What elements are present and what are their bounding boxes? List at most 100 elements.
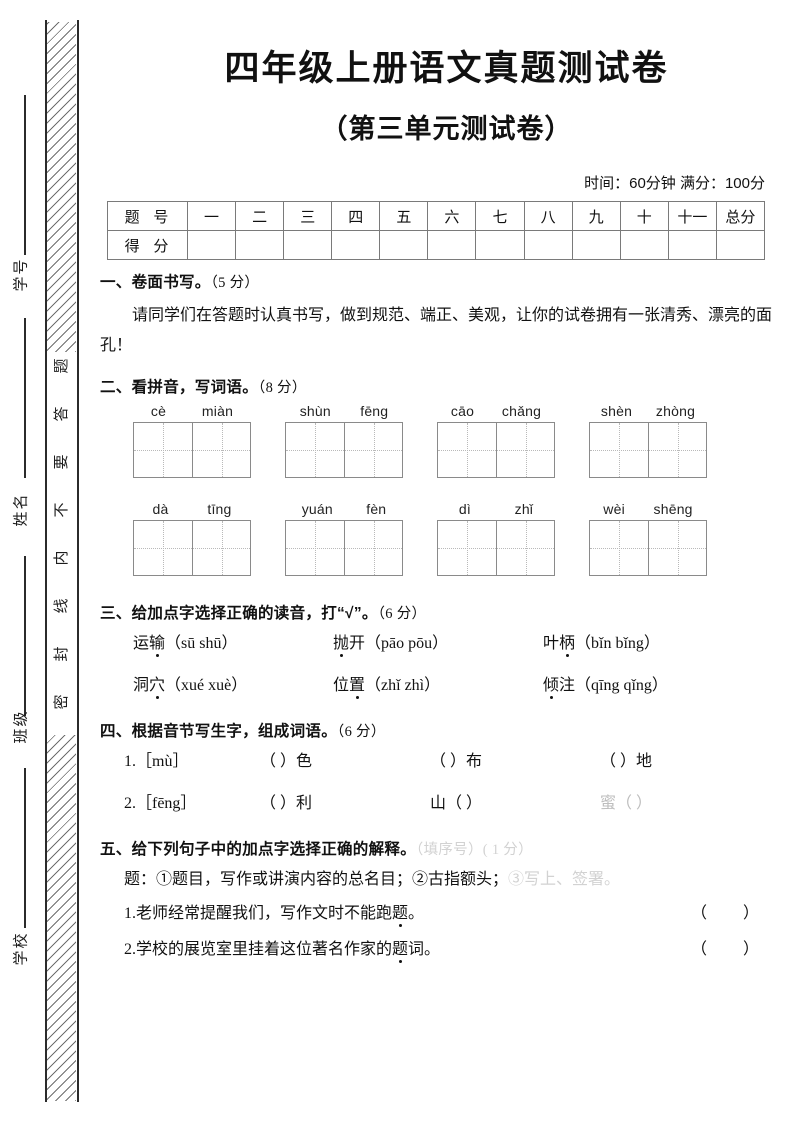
score-col-3: 三: [283, 201, 333, 231]
sentence-item-2: 2.学校的展览室里挂着这位著名作家的题词。 （ ）: [100, 935, 793, 971]
score-col-total: 总分: [715, 201, 766, 231]
pronunciation-item[interactable]: 抛开（pāo pōu）: [333, 629, 448, 659]
score-input-2[interactable]: [235, 230, 285, 260]
seal-char-7: 密: [54, 694, 70, 710]
pinyin-grid-group-6: yuán fèn: [285, 501, 403, 576]
tianzige-cell[interactable]: [590, 423, 648, 477]
score-col-1: 一: [186, 201, 237, 231]
score-col-10: 十: [619, 201, 669, 231]
pronunciation-item[interactable]: 运输（sū shū）: [133, 629, 238, 659]
score-input-7[interactable]: [475, 230, 525, 260]
pinyin-syllable: tīng: [207, 501, 232, 517]
item-number: 1.: [124, 905, 136, 922]
section-1-title: 一、卷面书写。: [100, 274, 211, 291]
section-heading-3: 三、给加点字选择正确的读音，打“√”。（6 分）: [100, 601, 793, 623]
score-input-3[interactable]: [283, 230, 333, 260]
tianzige-box[interactable]: [589, 422, 707, 478]
score-col-11: 十一: [667, 201, 717, 231]
tianzige-box[interactable]: [589, 520, 707, 576]
tianzige-cell[interactable]: [344, 521, 402, 575]
blank-answer[interactable]: （ ）色: [260, 753, 313, 770]
score-input-4[interactable]: [331, 230, 381, 260]
tianzige-cell[interactable]: [590, 521, 648, 575]
syllable-row-1: 1.［mù］ （ ）色 （ ）布 （ ）地: [100, 747, 793, 781]
score-input-8[interactable]: [523, 230, 573, 260]
section-4-body: 1.［mù］ （ ）色 （ ）布 （ ）地 2.［fēng］ （ ）利 山（ ）…: [100, 747, 793, 823]
tianzige-box[interactable]: [437, 422, 555, 478]
tianzige-cell[interactable]: [134, 521, 192, 575]
pronunciation-item[interactable]: 位置（zhǐ zhì）: [333, 671, 440, 701]
tianzige-cell[interactable]: [648, 521, 706, 575]
score-input-6[interactable]: [427, 230, 477, 260]
pinyin-syllable: yuán: [301, 501, 333, 517]
tianzige-box[interactable]: [285, 520, 403, 576]
pinyin-grid-group-8: wèi shēng: [589, 501, 707, 576]
tianzige-box[interactable]: [133, 520, 251, 576]
pinyin-syllable: dà: [152, 501, 169, 517]
tianzige-cell[interactable]: [286, 423, 344, 477]
score-table-label-score: 得 分: [107, 230, 188, 260]
tianzige-box[interactable]: [437, 520, 555, 576]
pronunciation-item[interactable]: 倾注（qīng qǐng）: [543, 671, 668, 701]
seal-char-2: 要: [54, 454, 70, 470]
tianzige-cell[interactable]: [286, 521, 344, 575]
syllable-text: ［mù］: [136, 753, 189, 770]
tianzige-cell[interactable]: [438, 521, 496, 575]
pinyin-label-group-4: shèn zhòng: [589, 403, 707, 419]
tianzige-box[interactable]: [133, 422, 251, 478]
pinyin-grid-group-5: dà tīng: [133, 501, 251, 576]
score-input-1[interactable]: [186, 230, 237, 260]
seal-char-1: 答: [54, 406, 70, 422]
section-heading-4: 四、根据音节写生字，组成词语。（6 分）: [100, 719, 793, 741]
tianzige-box[interactable]: [285, 422, 403, 478]
score-input-total[interactable]: [715, 230, 766, 260]
score-input-5[interactable]: [379, 230, 429, 260]
section-heading-2: 二、看拼音，写词语。（8 分）: [100, 375, 793, 397]
word-options: （xué xuè）: [165, 677, 248, 694]
word-prefix: 叶: [543, 635, 560, 652]
answer-blank[interactable]: （ ）: [690, 905, 775, 922]
answer-blank[interactable]: （ ）: [690, 941, 775, 958]
pinyin-syllable: fēng: [360, 403, 389, 419]
syllable-text: ［fēng］: [136, 795, 197, 812]
blank-answer[interactable]: 蜜（ ）: [600, 795, 653, 812]
pronunciation-item[interactable]: 洞穴（xué xuè）: [133, 671, 247, 701]
score-col-4: 四: [331, 201, 381, 231]
tianzige-cell[interactable]: [192, 423, 250, 477]
score-input-11[interactable]: [667, 230, 717, 260]
sentence-prefix: 学校的展览室里挂着这位著名作家的: [136, 941, 393, 958]
tianzige-cell[interactable]: [344, 423, 402, 477]
tianzige-cell[interactable]: [496, 423, 554, 477]
section-5-gloss: 题：①题目，写作或讲演内容的总名目；②古指额头；③写上、签署。: [100, 865, 793, 895]
blank-answer[interactable]: 山（ ）: [430, 795, 483, 812]
syllable-prompt-1: 1.［mù］: [124, 747, 188, 777]
blank-answer[interactable]: （ ）地: [600, 753, 653, 770]
seal-rule-above-xuehao: [24, 95, 26, 255]
tianzige-cell[interactable]: [648, 423, 706, 477]
dotted-char: 穴: [149, 677, 166, 694]
pronunciation-row-2: 洞穴（xué xuè） 位置（zhǐ zhì） 倾注（qīng qǐng）: [133, 671, 793, 705]
page-subtitle: （第三单元测试卷）: [320, 114, 573, 144]
pinyin-label-group-8: wèi shēng: [589, 501, 707, 517]
tianzige-cell[interactable]: [496, 521, 554, 575]
tianzige-cell[interactable]: [438, 423, 496, 477]
section-2-title: 二、看拼音，写词语。: [100, 379, 259, 396]
pinyin-syllable: shēng: [653, 501, 693, 517]
tianzige-cell[interactable]: [134, 423, 192, 477]
dotted-char: 题: [392, 905, 409, 922]
tianzige-cell[interactable]: [192, 521, 250, 575]
score-col-6: 六: [427, 201, 477, 231]
blank-answer[interactable]: （ ）利: [260, 795, 313, 812]
dotted-char: 倾: [543, 677, 560, 694]
score-input-9[interactable]: [571, 230, 621, 260]
seal-rule-below-banji: [24, 768, 26, 928]
blank-answer[interactable]: （ ）布: [430, 753, 483, 770]
pinyin-syllable: fèn: [366, 501, 387, 517]
pronunciation-item[interactable]: 叶柄（bǐn bǐng）: [543, 629, 660, 659]
section-5-title: 五、给下列句子中的加点字选择正确的解释。: [100, 841, 417, 858]
pinyin-syllable: wèi: [603, 501, 625, 517]
item-number: 1.: [124, 753, 136, 770]
pinyin-syllable: cāo: [450, 403, 475, 419]
pinyin-syllable: chǎng: [501, 403, 542, 419]
score-input-10[interactable]: [619, 230, 669, 260]
